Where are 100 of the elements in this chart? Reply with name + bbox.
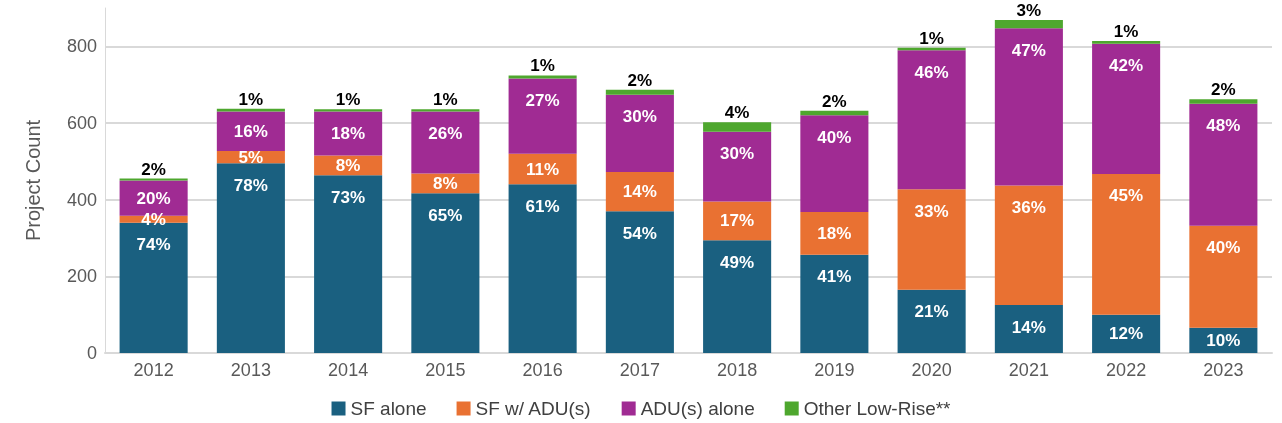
annotation: 10%: [1206, 330, 1241, 350]
legend-label: ADU(s) alone: [640, 398, 755, 419]
bar: [800, 115, 869, 212]
bar: [897, 289, 966, 353]
x-tick-label: 2020: [911, 360, 952, 380]
annotation: 36%: [1011, 197, 1046, 217]
bar: [1092, 173, 1161, 315]
bar: [216, 163, 285, 353]
bar: [508, 75, 577, 79]
annotation: 26%: [428, 124, 463, 143]
bar: [411, 111, 480, 174]
y-axis-title: Project Count: [22, 119, 44, 242]
annotation: 40%: [817, 127, 852, 147]
legend-label: SF alone: [350, 398, 427, 419]
bar: [897, 50, 966, 190]
annotation: 4%: [724, 103, 750, 123]
annotation: 73%: [331, 187, 366, 207]
legend-label: SF w/ ADU(s): [475, 398, 591, 419]
annotation: 49%: [720, 252, 755, 272]
bar: [800, 211, 869, 255]
bar: [411, 193, 480, 353]
bar: [314, 111, 383, 156]
bar: [605, 211, 674, 353]
annotation: 47%: [1011, 40, 1046, 60]
annotation: 78%: [233, 175, 268, 195]
y-tick-label: 200: [66, 266, 97, 287]
x-tick-label: 2023: [1203, 360, 1244, 380]
annotation: 54%: [622, 223, 657, 243]
annotation: 46%: [914, 62, 949, 82]
x-tick-label: 2018: [717, 360, 758, 380]
annotation: 5%: [238, 147, 264, 167]
annotation: 3%: [1016, 0, 1042, 20]
bar: [897, 189, 966, 290]
bar: [1189, 225, 1258, 328]
annotation: 30%: [720, 144, 755, 164]
annotation: 14%: [622, 182, 657, 202]
bar: [703, 131, 772, 202]
x-tick-label: 2017: [619, 360, 660, 380]
annotation: 1%: [335, 90, 361, 110]
annotation: 40%: [1206, 238, 1241, 258]
annotation: 1%: [530, 56, 555, 76]
x-tick-label: 2012: [133, 360, 174, 380]
bar: [411, 109, 480, 112]
y-tick-label: 600: [66, 113, 97, 133]
x-tick-label: 2022: [1106, 360, 1147, 380]
bar: [1092, 43, 1161, 174]
y-tick-label: 400: [66, 189, 97, 210]
bar: [994, 19, 1063, 29]
annotation: 8%: [433, 173, 458, 193]
annotation: 18%: [817, 223, 852, 243]
annotation: 1%: [1113, 21, 1139, 41]
bar: [605, 172, 674, 212]
annotation: 65%: [428, 205, 463, 225]
x-tick-label: 2021: [1008, 360, 1049, 380]
bar: [605, 94, 674, 173]
x-tick-label: 2015: [425, 360, 466, 380]
annotation: 61%: [525, 196, 560, 216]
annotation: 2%: [141, 159, 166, 179]
annotation: 27%: [525, 91, 560, 111]
bar: [703, 122, 772, 132]
bar: [605, 89, 674, 95]
annotation: 14%: [1011, 317, 1046, 337]
annotation: 30%: [622, 107, 657, 127]
annotation: 1%: [238, 89, 264, 109]
legend-label: Other Low-Rise**: [803, 398, 952, 419]
bar: [703, 240, 772, 353]
annotation: 1%: [919, 28, 944, 48]
annotation: 21%: [914, 302, 949, 322]
bar: [994, 28, 1063, 186]
x-tick-label: 2014: [328, 360, 369, 380]
annotation: 2%: [627, 70, 653, 90]
annotation: 2%: [1211, 80, 1236, 100]
annotation: 16%: [233, 121, 268, 141]
bar: [508, 78, 577, 154]
bar: [994, 305, 1063, 353]
annotation: 45%: [1109, 186, 1144, 206]
bar: [314, 175, 383, 353]
bar: [994, 185, 1063, 306]
annotation: 74%: [136, 235, 171, 255]
x-tick-label: 2019: [814, 360, 855, 380]
annotation: 1%: [433, 90, 458, 110]
annotation: 18%: [331, 124, 366, 143]
annotation: 42%: [1109, 56, 1144, 76]
bar: [216, 108, 285, 112]
bar: [1189, 99, 1258, 104]
annotation: 33%: [914, 201, 949, 221]
bar: [508, 184, 577, 353]
bar: [1189, 103, 1258, 226]
annotation: 41%: [817, 267, 852, 287]
bar: [314, 109, 383, 112]
annotation: 2%: [822, 91, 847, 111]
annotation: 11%: [526, 159, 560, 179]
annotation: 17%: [720, 211, 755, 231]
annotation: 12%: [1109, 324, 1144, 344]
bar: [1092, 40, 1161, 44]
x-tick-label: 2013: [230, 360, 271, 380]
x-tick-label: 2016: [522, 360, 563, 380]
y-tick-label: 0: [86, 343, 97, 363]
y-tick-label: 800: [66, 36, 97, 57]
annotation: 20%: [136, 188, 171, 208]
